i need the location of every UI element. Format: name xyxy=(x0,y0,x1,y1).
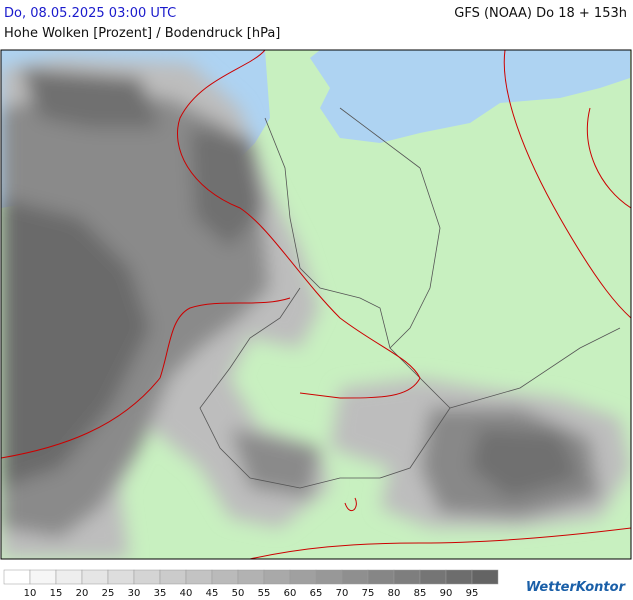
legend-label: 90 xyxy=(440,588,453,599)
legend-label: 75 xyxy=(362,588,375,599)
legend-label: 15 xyxy=(50,588,63,599)
legend-label: 40 xyxy=(180,588,193,599)
legend-label: 70 xyxy=(336,588,349,599)
legend-swatch xyxy=(393,569,421,585)
legend-swatch xyxy=(263,569,291,585)
legend-label: 60 xyxy=(284,588,297,599)
legend-swatch xyxy=(55,569,83,585)
legend-label: 35 xyxy=(154,588,167,599)
legend-label: 55 xyxy=(258,588,271,599)
legend-label: 30 xyxy=(128,588,141,599)
baltic-sea xyxy=(310,50,630,143)
map-title: Hohe Wolken [Prozent] / Bodendruck [hPa] xyxy=(4,26,281,41)
legend-label: 95 xyxy=(466,588,479,599)
legend-swatch xyxy=(211,569,239,585)
legend-swatch xyxy=(341,569,369,585)
map xyxy=(0,49,632,560)
legend-label: 85 xyxy=(414,588,427,599)
legend-label: 45 xyxy=(206,588,219,599)
isobars xyxy=(1,50,631,559)
legend-swatch xyxy=(289,569,317,585)
cloud-cover xyxy=(1,58,631,559)
legend-swatch xyxy=(419,569,447,585)
legend-swatch xyxy=(159,569,187,585)
legend-label: 10 xyxy=(24,588,37,599)
legend-label: 25 xyxy=(102,588,115,599)
legend-label: 80 xyxy=(388,588,401,599)
legend-swatch xyxy=(107,569,135,585)
legend-swatch xyxy=(133,569,161,585)
legend-swatch xyxy=(3,569,31,585)
datetime: Do, 08.05.2025 03:00 UTC xyxy=(4,6,177,21)
legend-swatch xyxy=(471,569,499,585)
legend-swatch xyxy=(29,569,57,585)
legend-label: 65 xyxy=(310,588,323,599)
legend-swatch xyxy=(81,569,109,585)
borders xyxy=(199,107,621,489)
legend-swatch xyxy=(367,569,395,585)
legend-label: 20 xyxy=(76,588,89,599)
map-frame xyxy=(0,49,632,560)
legend-swatch xyxy=(185,569,213,585)
legend-swatch xyxy=(445,569,473,585)
legend-label: 50 xyxy=(232,588,245,599)
model-run: GFS (NOAA) Do 18 + 153h xyxy=(454,6,627,21)
legend-swatch xyxy=(237,569,265,585)
brand: WetterKontor xyxy=(525,580,625,595)
legend-swatch xyxy=(315,569,343,585)
legend: 10 15 20 25 30 35 40 45 50 55 60 65 70 75 80 85 90 95 xyxy=(3,569,499,599)
